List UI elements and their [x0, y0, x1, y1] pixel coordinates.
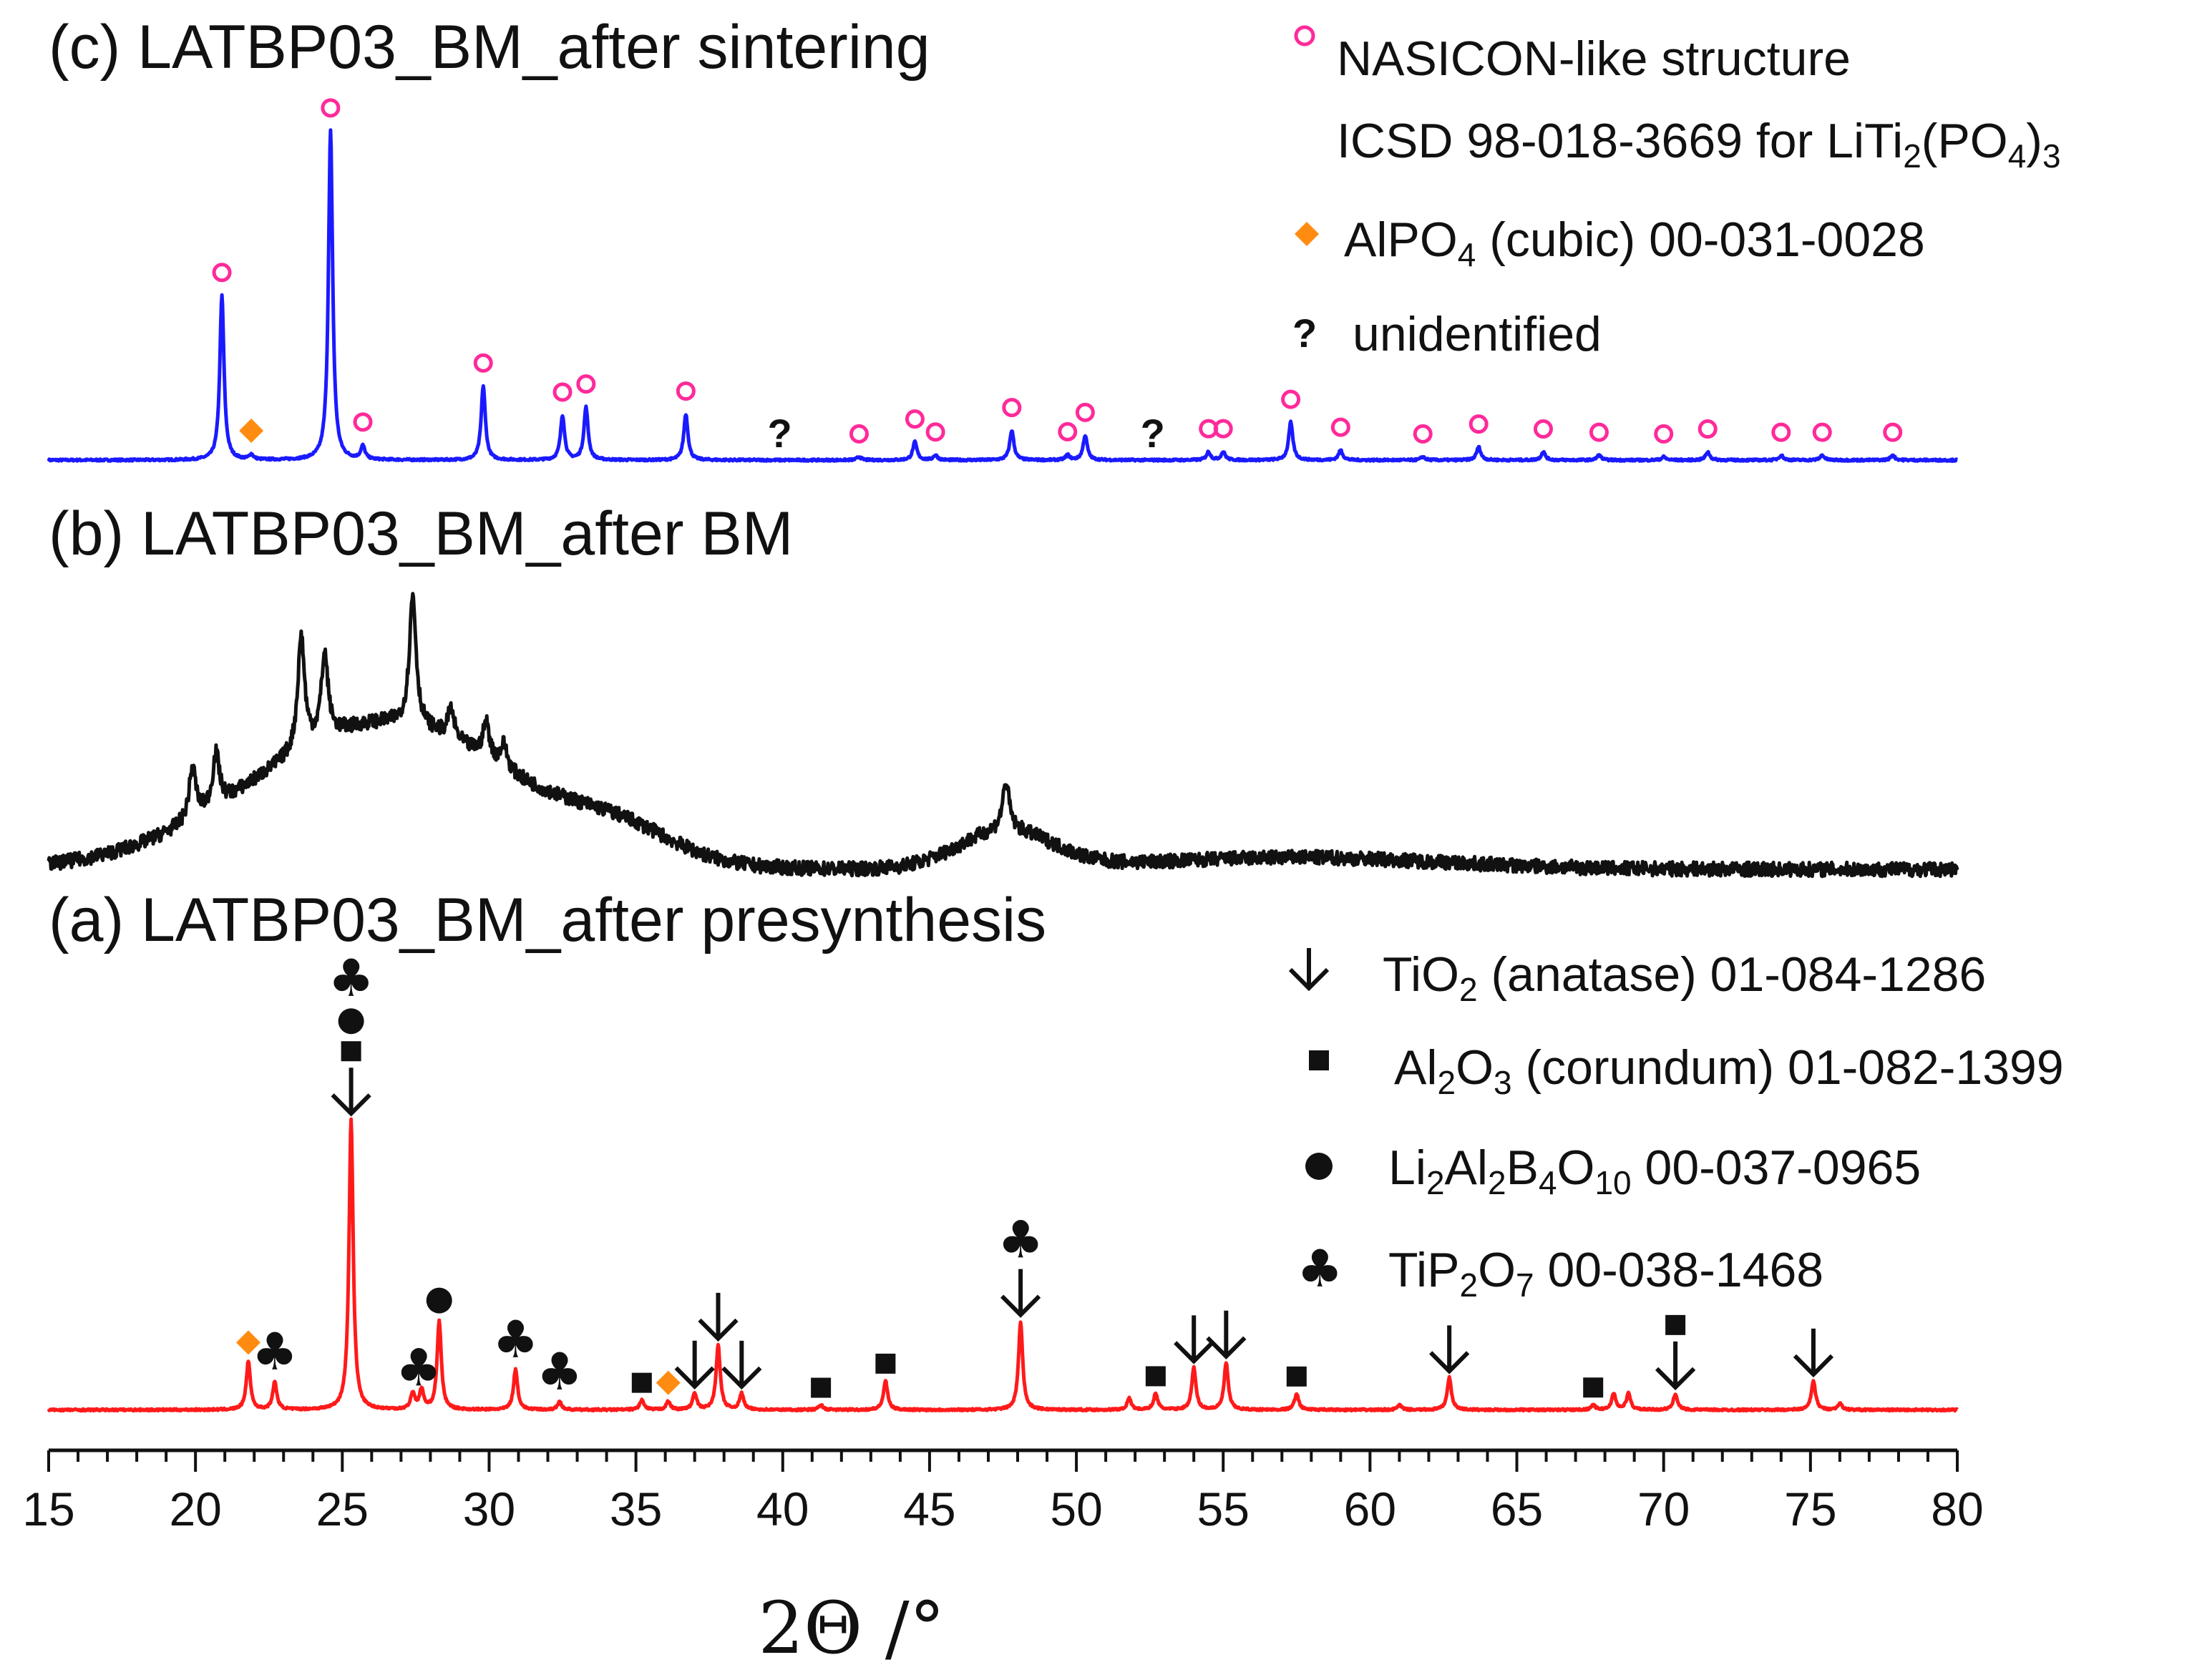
panel-a-title: (a) LATBP03_BM_after presynthesis — [49, 886, 1046, 954]
marker-a-club-11: ♣ — [537, 1342, 583, 1402]
marker-a-arrow-14 — [698, 1292, 739, 1342]
marker-c-circle-12 — [1075, 402, 1095, 422]
marker-c-circle-0 — [212, 263, 232, 283]
marker-c-circle-6 — [676, 381, 696, 401]
marker-c-circle-16 — [1330, 417, 1350, 437]
marker-c-circle-11 — [1058, 421, 1078, 441]
legend-li2al2b4o10-label: Li2Al2B4O10 00-037-0965 — [1388, 1141, 1921, 1201]
legend-unidentified-marker: ? — [1292, 311, 1317, 356]
legend-alpo4-label: AlPO4 (cubic) 00-031-0028 — [1344, 213, 1925, 273]
marker-a-club-7: ♣ — [328, 948, 374, 1008]
panel-c-title: (c) LATBP03_BM_after sintering — [49, 13, 930, 82]
marker-a-arrow-18 — [1000, 1269, 1041, 1318]
marker-c-circle-2 — [353, 412, 373, 432]
marker-c-circle-5 — [576, 374, 596, 394]
marker-a-arrow-15 — [721, 1340, 762, 1390]
legend-al2o3-marker — [1309, 1050, 1329, 1070]
x-tick-label-45: 45 — [903, 1483, 955, 1535]
trace-a — [47, 1117, 1959, 1413]
legend-icsd-label: ICSD 98-018-3669 for LiTi2(PO4)3 — [1337, 114, 2061, 175]
legend-tio2-marker — [1288, 948, 1330, 992]
x-axis-label: 2Θ /° — [758, 1586, 945, 1670]
marker-c-diamond-26 — [239, 419, 264, 444]
marker-a-dot-6 — [338, 1008, 364, 1035]
marker-c-circle-15 — [1281, 389, 1301, 409]
trace-c — [47, 128, 1959, 463]
marker-a-arrow-25 — [1655, 1341, 1696, 1391]
marker-a-arrow-27 — [1793, 1328, 1834, 1378]
legend-alpo4-marker — [1295, 222, 1319, 246]
marker-a-square-24 — [1583, 1377, 1604, 1398]
marker-a-dot-9 — [426, 1287, 452, 1314]
marker-a-square-20 — [1145, 1366, 1166, 1387]
marker-a-square-12 — [631, 1372, 652, 1393]
marker-a-club-3: ♣ — [252, 1322, 298, 1382]
xrd-traces — [47, 128, 1959, 1413]
legend-tip2o7-marker: ♣ — [1297, 1239, 1343, 1299]
marker-a-arrow-1 — [1174, 1315, 1214, 1364]
marker-c-circle-24 — [1812, 422, 1832, 442]
marker-a-square-26 — [1665, 1314, 1686, 1335]
marker-a-arrow-4 — [331, 1068, 371, 1117]
marker-c-circle-9 — [925, 422, 945, 442]
marker-a-arrow-0 — [674, 1340, 715, 1390]
marker-a-club-19: ♣ — [998, 1210, 1044, 1270]
marker-a-diamond-2 — [236, 1330, 261, 1355]
marker-c-circle-20 — [1589, 422, 1609, 442]
marker-a-square-22 — [1286, 1366, 1307, 1387]
marker-c-question-27: ? — [768, 411, 792, 456]
legend-nasicon-label: NASICON-like structure — [1337, 31, 1851, 86]
x-tick-label-20: 20 — [169, 1483, 221, 1535]
legend-unidentified-label: unidentified — [1353, 307, 1602, 361]
legend-tip2o7-label: TiP2O7 00-038-1468 — [1388, 1243, 1823, 1304]
marker-c-circle-10 — [1002, 398, 1022, 418]
marker-a-square-17 — [875, 1353, 896, 1374]
marker-c-circle-14 — [1213, 419, 1233, 439]
marker-c-circle-22 — [1698, 419, 1718, 439]
x-tick-label-80: 80 — [1931, 1483, 1983, 1535]
marker-a-arrow-23 — [1429, 1325, 1470, 1374]
marker-a-square-16 — [811, 1377, 832, 1398]
marker-c-circle-4 — [552, 382, 573, 402]
legend-tio2-label: TiO2 (anatase) 01-084-1286 — [1383, 947, 1986, 1008]
x-tick-label-35: 35 — [610, 1483, 662, 1535]
marker-c-circle-1 — [321, 98, 341, 118]
marker-c-circle-23 — [1771, 422, 1791, 442]
panel-b-title: (b) LATBP03_BM_after BM — [49, 499, 793, 568]
marker-c-circle-19 — [1533, 419, 1553, 439]
x-tick-label-60: 60 — [1344, 1483, 1396, 1535]
marker-a-square-5 — [341, 1041, 361, 1062]
marker-c-circle-25 — [1883, 422, 1903, 442]
marker-a-arrow-21 — [1206, 1310, 1247, 1360]
legend-al2o3-label: Al2O3 (corundum) 01-082-1399 — [1394, 1040, 2064, 1101]
legend-li2al2b4o10-marker — [1305, 1153, 1333, 1180]
x-axis: 15 20 25 30 35 40 45 50 55 60 65 70 75 80 — [22, 1448, 1984, 1535]
phase-markers: ? ?♣♣♣ ♣♣♣ — [212, 98, 1903, 1402]
marker-c-circle-7 — [849, 424, 869, 444]
x-tick-label-55: 55 — [1197, 1483, 1250, 1535]
legend-bottom: TiO2 (anatase) 01-084-1286 Al2O3 (corund… — [1288, 947, 2064, 1304]
marker-a-club-10: ♣ — [492, 1309, 539, 1369]
marker-c-circle-21 — [1654, 424, 1674, 444]
marker-a-club-8: ♣ — [396, 1337, 442, 1397]
x-tick-label-40: 40 — [756, 1483, 809, 1535]
legend-top: NASICON-like structure ICSD 98-018-3669 … — [1292, 25, 2061, 361]
x-tick-label-25: 25 — [316, 1483, 369, 1535]
marker-c-circle-18 — [1468, 414, 1489, 434]
x-tick-label-65: 65 — [1491, 1483, 1543, 1535]
x-tick-label-70: 70 — [1637, 1483, 1690, 1535]
x-tick-label-30: 30 — [463, 1483, 515, 1535]
x-tick-label-75: 75 — [1784, 1483, 1836, 1535]
marker-c-circle-3 — [473, 353, 493, 373]
x-tick-label-15: 15 — [22, 1483, 74, 1535]
marker-c-question-28: ? — [1141, 411, 1165, 456]
legend-nasicon-marker — [1294, 25, 1315, 47]
trace-b — [47, 592, 1959, 879]
marker-c-circle-8 — [905, 409, 925, 429]
marker-c-circle-17 — [1413, 424, 1433, 444]
marker-a-diamond-13 — [656, 1370, 681, 1395]
x-tick-label-50: 50 — [1050, 1483, 1102, 1535]
